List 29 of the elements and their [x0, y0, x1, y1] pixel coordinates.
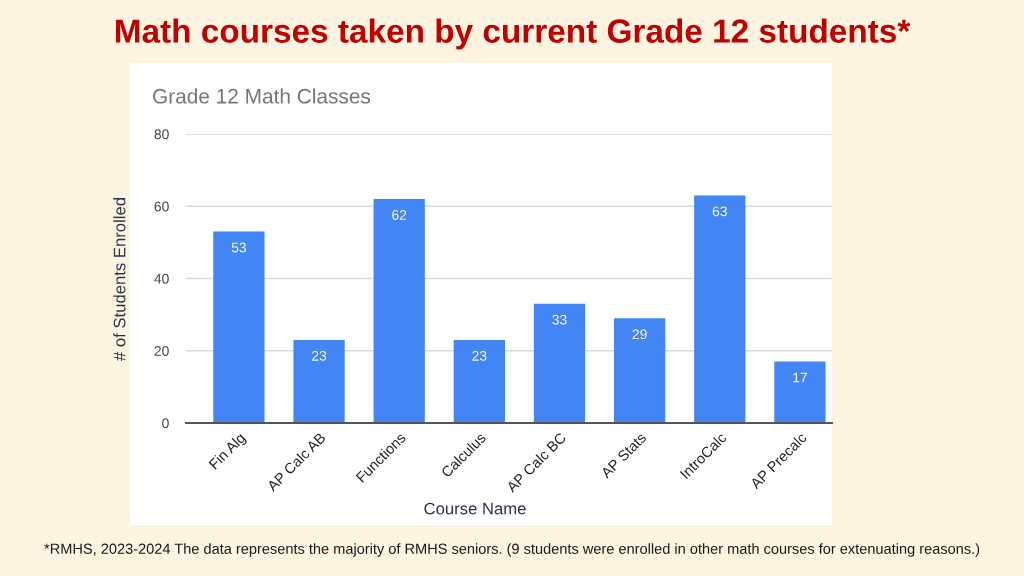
data-label: 33: [552, 314, 567, 325]
y-tick-label: 0: [162, 418, 169, 429]
bar: [373, 199, 425, 423]
x-tick-label: Fin Alg: [208, 432, 248, 472]
data-label: 63: [712, 206, 727, 217]
data-label: 53: [231, 242, 247, 253]
y-tick-label: 80: [154, 129, 169, 140]
x-tick-label: AP Calc AB: [265, 431, 327, 493]
bar: [213, 231, 265, 423]
data-label: 62: [392, 210, 407, 220]
chart-title: Math courses taken by current Grade 12 students*: [115, 18, 911, 50]
data-label: 23: [312, 350, 327, 361]
text: *RMHS, 2023-2024 The data represents the majority of RMHS seniors. (9 students were enrolled in other math courses for extenuating reasons.): [44, 543, 980, 557]
bar: [614, 318, 666, 423]
y-tick-label: 60: [154, 201, 169, 212]
bar: [293, 339, 345, 423]
bar: [533, 303, 586, 423]
y-axis-title: # of Students Enrolled: [113, 198, 126, 361]
y-tick-label: 40: [154, 273, 169, 284]
data-label: 17: [793, 372, 807, 383]
y-tick-label: 20: [154, 346, 169, 356]
data-label: 23: [472, 350, 487, 361]
chart-subtitle: Grade 12 Math Classes: [153, 88, 371, 104]
x-axis-title: Course Name: [424, 502, 526, 515]
bar: [694, 195, 746, 423]
data-label: 29: [632, 329, 647, 340]
x-tick-label: AP Calc BC: [505, 431, 567, 494]
bar: [453, 339, 505, 423]
bar: [774, 361, 826, 423]
